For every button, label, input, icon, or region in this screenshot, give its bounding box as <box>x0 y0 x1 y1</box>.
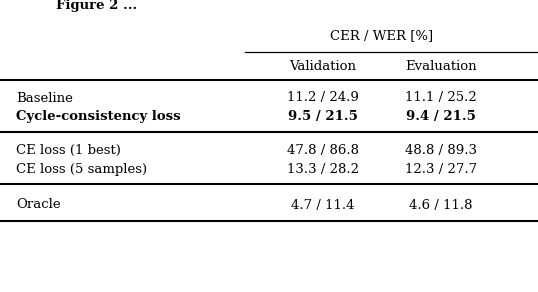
Text: Evaluation: Evaluation <box>405 60 477 72</box>
Text: Cycle-consistency loss: Cycle-consistency loss <box>16 110 181 124</box>
Text: Validation: Validation <box>289 60 356 72</box>
Text: CER / WER [%]: CER / WER [%] <box>330 29 434 43</box>
Text: 47.8 / 86.8: 47.8 / 86.8 <box>287 143 359 157</box>
Text: Baseline: Baseline <box>16 91 73 105</box>
Text: 9.4 / 21.5: 9.4 / 21.5 <box>406 110 476 124</box>
Text: 4.7 / 11.4: 4.7 / 11.4 <box>291 199 355 211</box>
Text: 13.3 / 28.2: 13.3 / 28.2 <box>287 163 359 175</box>
Text: Oracle: Oracle <box>16 199 61 211</box>
Text: 11.1 / 25.2: 11.1 / 25.2 <box>405 91 477 105</box>
Text: 12.3 / 27.7: 12.3 / 27.7 <box>405 163 477 175</box>
Text: CE loss (5 samples): CE loss (5 samples) <box>16 163 147 175</box>
Text: 9.5 / 21.5: 9.5 / 21.5 <box>288 110 358 124</box>
Text: Figure 2 ...: Figure 2 ... <box>56 0 138 13</box>
Text: 11.2 / 24.9: 11.2 / 24.9 <box>287 91 359 105</box>
Text: 48.8 / 89.3: 48.8 / 89.3 <box>405 143 477 157</box>
Text: 4.6 / 11.8: 4.6 / 11.8 <box>409 199 473 211</box>
Text: CE loss (1 best): CE loss (1 best) <box>16 143 121 157</box>
